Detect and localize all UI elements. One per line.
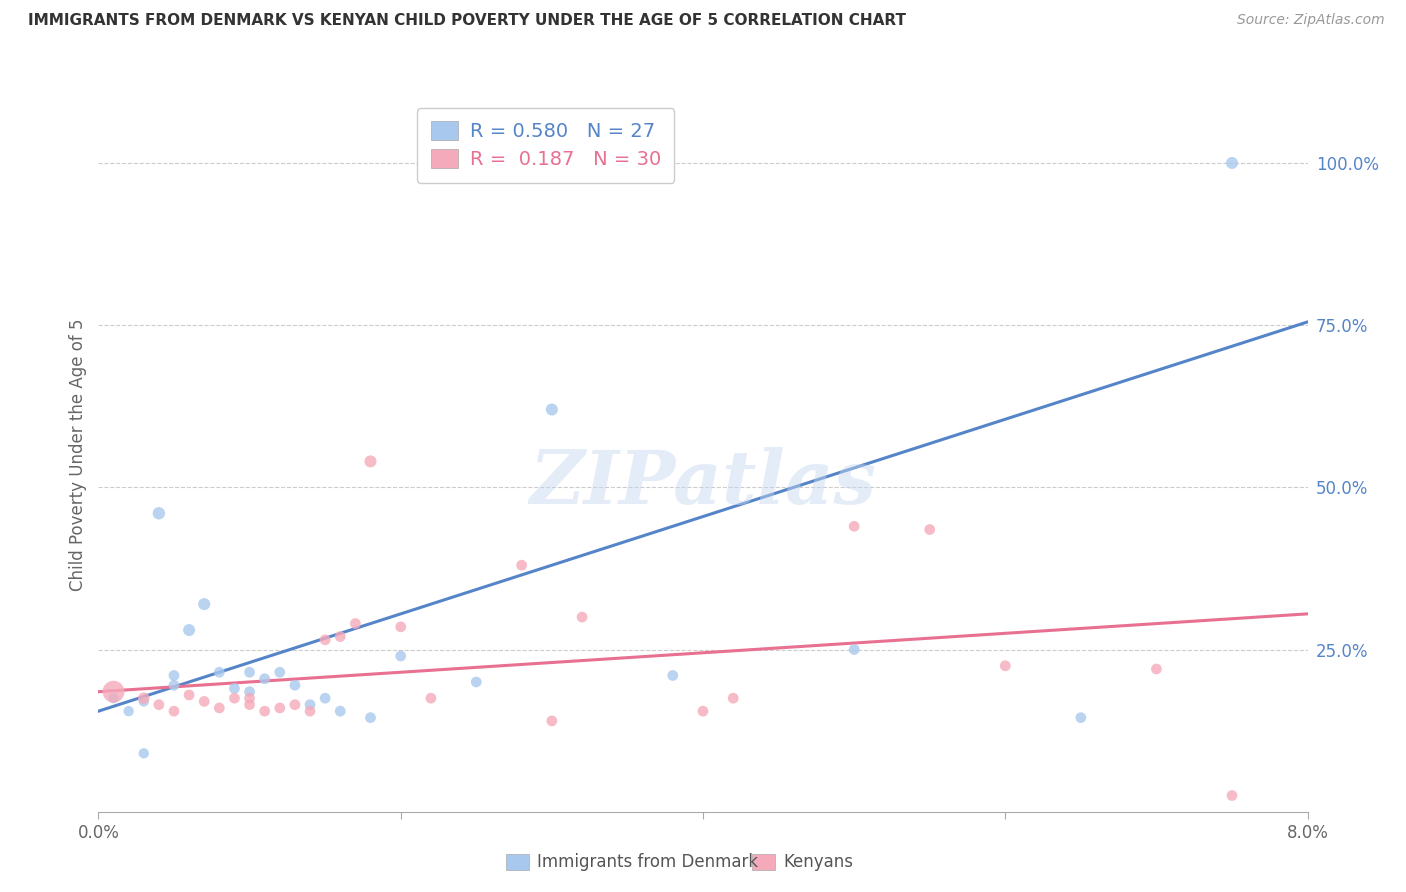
Point [662,668,685,682]
Point [389,648,412,663]
Point [163,678,186,692]
Point [179,688,201,702]
Point [179,623,201,637]
Point [329,630,352,644]
Point [844,642,866,657]
Point [103,684,125,698]
Text: Immigrants from Denmark: Immigrants from Denmark [537,853,758,871]
Point [314,632,336,647]
Point [163,704,186,718]
Point [208,665,231,680]
Point [239,691,262,706]
Point [253,704,276,718]
Point [132,691,155,706]
Point [163,668,186,682]
Y-axis label: Child Poverty Under the Age of 5: Child Poverty Under the Age of 5 [69,318,87,591]
Point [208,701,231,715]
Point [299,704,322,718]
Point [571,610,593,624]
Point [360,711,382,725]
Point [269,665,291,680]
Point [541,402,564,417]
Point [132,747,155,761]
Point [918,523,941,537]
Point [239,684,262,698]
Point [344,616,367,631]
Point [193,694,215,708]
Text: IMMIGRANTS FROM DENMARK VS KENYAN CHILD POVERTY UNDER THE AGE OF 5 CORRELATION C: IMMIGRANTS FROM DENMARK VS KENYAN CHILD … [28,13,905,29]
Text: Kenyans: Kenyans [783,853,853,871]
Point [239,698,262,712]
Point [360,454,382,468]
Point [253,672,276,686]
Point [148,698,170,712]
Legend: R = 0.580   N = 27, R =  0.187   N = 30: R = 0.580 N = 27, R = 0.187 N = 30 [418,108,675,183]
Point [1220,156,1243,170]
Point [239,665,262,680]
Point [389,620,412,634]
Point [103,691,125,706]
Text: ZIPatlas: ZIPatlas [530,447,876,520]
Point [692,704,714,718]
Point [329,704,352,718]
Point [269,701,291,715]
Point [994,658,1017,673]
Point [284,678,307,692]
Point [723,691,745,706]
Point [299,698,322,712]
Point [314,691,336,706]
Point [284,698,307,712]
Text: Source: ZipAtlas.com: Source: ZipAtlas.com [1237,13,1385,28]
Point [132,694,155,708]
Point [420,691,443,706]
Point [1070,711,1092,725]
Point [1146,662,1168,676]
Point [541,714,564,728]
Point [193,597,215,611]
Point [224,681,246,696]
Point [465,675,488,690]
Point [510,558,533,573]
Point [224,691,246,706]
Point [148,506,170,520]
Point [118,704,141,718]
Point [1220,789,1243,803]
Point [844,519,866,533]
